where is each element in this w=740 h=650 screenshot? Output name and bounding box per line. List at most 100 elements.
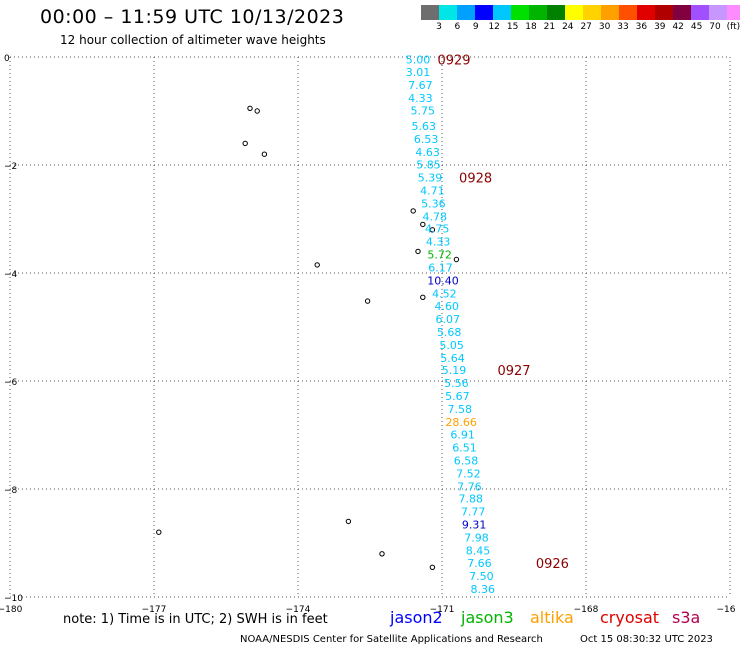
x-tick-label: −16	[717, 605, 736, 615]
wave-height-label: 4.60	[435, 300, 460, 313]
wave-height-label: 5.19	[442, 364, 467, 377]
wave-height-label: 5.63	[412, 120, 437, 133]
wave-height-label: 28.66	[445, 416, 477, 429]
island-outline	[410, 208, 416, 214]
island-outline	[345, 518, 352, 525]
wave-height-label: 6.91	[450, 428, 475, 441]
satellite-name: cryosat	[600, 608, 660, 627]
x-tick-label: −180	[0, 605, 23, 615]
island-outline	[453, 256, 460, 263]
wave-height-label: 4.63	[415, 146, 440, 159]
wave-height-label: 6.53	[414, 133, 439, 146]
time-label: 0928	[459, 171, 492, 186]
x-tick-label: −177	[142, 605, 167, 615]
scale-swatch	[637, 5, 655, 20]
scale-swatch	[673, 5, 691, 20]
x-tick-label: −174	[286, 605, 311, 615]
scale-label: 3	[436, 22, 442, 32]
island-outline	[420, 221, 426, 228]
x-tick-label: −171	[430, 605, 455, 615]
wave-height-label: 7.52	[456, 467, 481, 480]
wave-height-label: 7.58	[448, 403, 473, 416]
scale-swatch	[475, 5, 493, 20]
wave-height-label: 7.67	[408, 79, 433, 92]
wave-height-label: 8.36	[471, 583, 496, 596]
map-subtitle: 12 hour collection of altimeter wave hei…	[60, 33, 326, 47]
island-outline	[242, 140, 248, 147]
scale-swatch	[547, 5, 565, 20]
scale-swatch	[529, 5, 547, 20]
scale-label: (ft)	[726, 22, 740, 32]
wave-height-label: 9.31	[462, 519, 487, 532]
island-outline	[314, 262, 320, 268]
timestamp-text: Oct 15 08:30:32 UTC 2023	[580, 634, 713, 645]
y-tick-label: −6	[4, 378, 18, 388]
island-outline	[420, 294, 426, 300]
wave-height-label: 5.36	[421, 197, 446, 210]
island-outline	[261, 151, 268, 157]
wave-height-label: 6.51	[452, 441, 477, 454]
wave-height-label: 7.76	[457, 480, 482, 493]
wave-height-label: 5.64	[440, 352, 465, 365]
scale-swatch	[439, 5, 457, 20]
time-label: 0926	[536, 557, 569, 572]
wave-height-label: 4.33	[408, 92, 433, 105]
wave-height-label: 7.88	[459, 493, 484, 506]
scale-label: 12	[488, 22, 500, 32]
wave-height-label: 4.71	[420, 184, 445, 197]
wave-height-label: 7.50	[469, 570, 494, 583]
island-outline	[364, 298, 371, 304]
scale-swatch	[655, 5, 673, 20]
wave-height-label: 3.01	[406, 66, 431, 79]
credit-text: NOAA/NESDIS Center for Satellite Applica…	[240, 634, 543, 645]
wave-height-label: 5.68	[437, 326, 462, 339]
island-outline	[247, 105, 253, 112]
satellite-name: jason2	[390, 608, 443, 627]
wave-height-label: 5.56	[444, 377, 469, 390]
scale-swatch	[457, 5, 475, 20]
y-tick-label: −8	[4, 486, 18, 496]
scale-label: 15	[506, 22, 519, 32]
note-text: note: 1) Time is in UTC; 2) SWH is in fe…	[63, 612, 328, 627]
scale-label: 9	[472, 22, 479, 32]
wave-height-label: 5.67	[445, 390, 470, 403]
wave-height-label: 5.05	[439, 339, 464, 352]
scale-swatch	[583, 5, 601, 20]
satellite-name: jason3	[461, 608, 514, 627]
scale-swatch	[601, 5, 619, 20]
scale-label: 36	[635, 22, 648, 32]
scale-label: 33	[617, 22, 629, 32]
wave-height-label: 7.77	[461, 506, 486, 519]
scale-label: 42	[672, 22, 684, 32]
island-outline	[415, 248, 421, 255]
x-tick-label: −168	[574, 605, 599, 615]
wave-height-label: 5.75	[411, 104, 436, 117]
y-tick-label: −4	[4, 270, 18, 280]
scale-swatch	[511, 5, 529, 20]
scale-label: 70	[709, 22, 721, 32]
scale-label: 6	[454, 22, 461, 32]
wave-height-label: 5.39	[418, 171, 443, 184]
scale-swatch	[619, 5, 637, 20]
scale-label: 18	[525, 22, 537, 32]
map-title: 00:00 – 11:59 UTC 10/13/2023	[40, 6, 345, 28]
y-tick-label: −10	[4, 594, 23, 604]
scale-label: 21	[543, 22, 556, 32]
wave-height-label: 5.00	[406, 54, 431, 67]
time-label: 0927	[497, 364, 530, 379]
scale-swatch	[421, 5, 439, 20]
scale-swatch	[493, 5, 511, 20]
wave-height-label: 6.07	[436, 313, 461, 326]
y-tick-label: 0	[4, 54, 10, 64]
satellite-name: altika	[530, 608, 574, 627]
wave-height-label: 7.66	[467, 557, 492, 570]
scale-label: 24	[562, 22, 574, 32]
wave-height-label: 5.72	[427, 249, 452, 262]
scale-swatch	[727, 5, 740, 20]
island-outline	[429, 564, 436, 570]
island-outline	[429, 227, 436, 233]
island-outline	[156, 529, 162, 535]
time-label: 0929	[437, 54, 470, 69]
wave-height-label: 8.45	[466, 545, 491, 558]
